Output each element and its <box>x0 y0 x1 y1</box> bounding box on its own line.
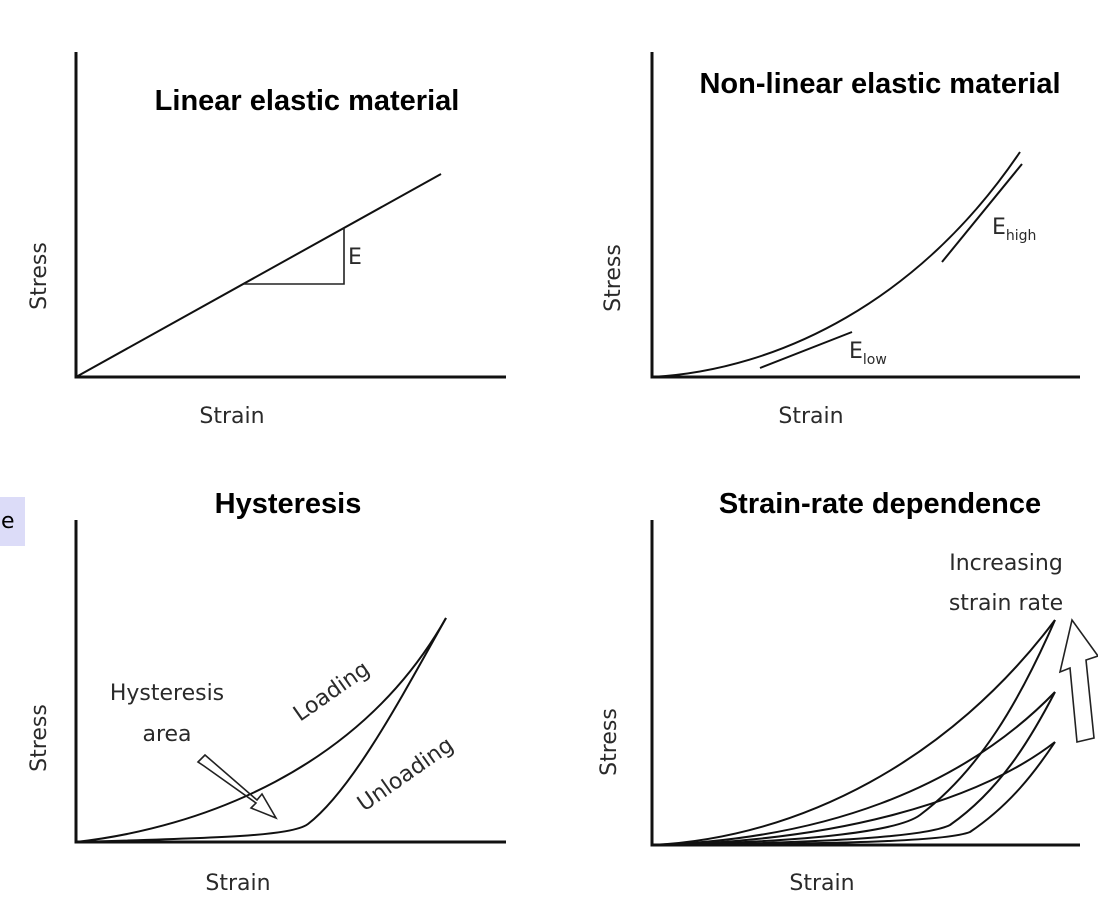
hysteresis-area-label-line1: Hysteresis <box>110 681 224 706</box>
loading-curve-medium <box>651 691 1056 846</box>
tangent-high <box>941 163 1023 263</box>
axes <box>650 52 1080 379</box>
x-axis-label: Strain <box>778 404 843 429</box>
x-axis-label: Strain <box>205 871 270 896</box>
panel-hysteresis: Hysteresis Hysteresis area Loading Unloa… <box>27 488 506 896</box>
y-axis-label: Stress <box>601 244 626 312</box>
x-axis-label: Strain <box>199 404 264 429</box>
unloading-label: Unloading <box>353 733 458 817</box>
rate-label-line2: strain rate <box>949 591 1063 616</box>
panel-title: Non-linear elastic material <box>699 68 1060 100</box>
x-axis-label: Strain <box>789 871 854 896</box>
loading-curve <box>75 617 447 843</box>
linear-stress-strain-line <box>75 173 442 378</box>
y-axis-label: Stress <box>597 708 622 776</box>
hysteresis-area-arrow-icon <box>196 753 278 820</box>
tangent-low <box>759 331 853 369</box>
unloading-curve-fast <box>651 619 1056 846</box>
unloading-curve-slow <box>651 741 1056 846</box>
loading-label: Loading <box>289 657 374 727</box>
loading-curve-slow <box>651 741 1056 846</box>
panel-nonlinear-elastic: Non-linear elastic material Ehigh Elow S… <box>601 52 1080 429</box>
hysteresis-area-label-line2: area <box>142 722 191 747</box>
edge-label-chip: e <box>0 497 25 546</box>
e-low-label: Elow <box>849 339 887 368</box>
loading-curve-fast <box>651 619 1056 846</box>
y-axis-label: Stress <box>27 704 52 772</box>
slope-label: E <box>348 245 362 270</box>
slope-triangle <box>244 228 345 285</box>
e-high-label: Ehigh <box>992 215 1036 244</box>
rate-label-line1: Increasing <box>949 551 1063 576</box>
panel-strain-rate-dependence: Strain-rate dependence Increasing strain… <box>597 488 1098 896</box>
panel-title: Hysteresis <box>215 488 362 520</box>
panel-linear-elastic: Linear elastic material E Strain Stress <box>27 52 506 429</box>
y-axis-label: Stress <box>27 242 52 310</box>
unloading-curve-medium <box>651 691 1056 846</box>
unloading-curve <box>75 617 447 843</box>
panel-title: Strain-rate dependence <box>719 488 1041 520</box>
nonlinear-stress-strain-curve <box>651 151 1021 378</box>
panel-title: Linear elastic material <box>155 85 460 117</box>
increasing-rate-arrow-icon <box>1058 618 1098 743</box>
